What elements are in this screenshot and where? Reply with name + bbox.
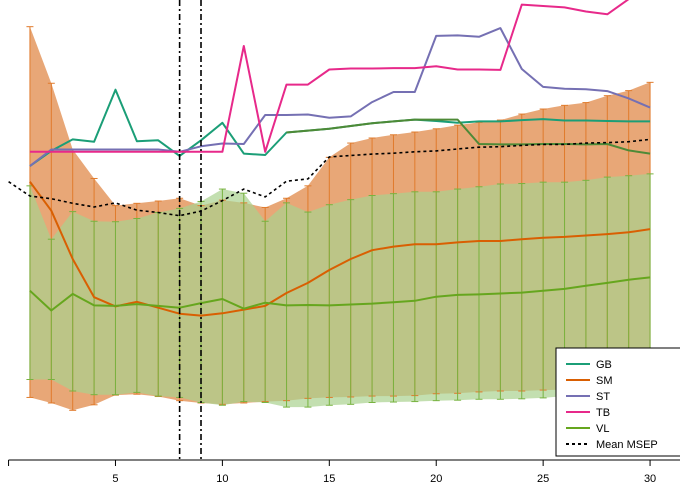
series-line-tb xyxy=(29,0,630,153)
error-bar-vl xyxy=(518,183,526,400)
x-tick-label: 30 xyxy=(644,473,656,485)
legend-entry: GB xyxy=(566,359,612,371)
x-tick-label: 10 xyxy=(216,473,228,485)
error-bar-vl xyxy=(111,221,119,396)
series-line-st xyxy=(29,27,651,167)
legend: GB SM ST TB VL Mean MSEP xyxy=(555,347,680,457)
selected-component-lines xyxy=(178,0,202,460)
error-bar-vl xyxy=(218,188,226,406)
legend-entry: TB xyxy=(566,407,610,419)
legend-label: SM xyxy=(596,375,613,387)
legend-entry: Mean MSEP xyxy=(566,439,658,451)
legend-entry: SM xyxy=(566,375,613,387)
series-line-vl xyxy=(29,276,651,312)
error-bar-vl xyxy=(347,199,355,405)
error-bar-vl xyxy=(475,186,483,400)
legend-box xyxy=(555,347,680,457)
error-bar-vl xyxy=(304,211,312,408)
error-bar-vl xyxy=(496,183,504,400)
legend-label: GB xyxy=(596,359,612,371)
error-bar-vl xyxy=(411,191,419,403)
error-bar-vl xyxy=(69,211,77,392)
error-bar-vl xyxy=(240,192,248,403)
legend-entry: ST xyxy=(566,391,610,403)
series-line-vl xyxy=(286,118,651,155)
legend-label: VL xyxy=(596,423,609,435)
error-bar-vl xyxy=(133,218,141,393)
x-tick-label: 25 xyxy=(537,473,549,485)
error-bar-vl xyxy=(261,220,269,403)
error-bar-vl xyxy=(368,195,376,403)
series-line-sm xyxy=(29,181,651,317)
error-bar-vl xyxy=(90,220,98,396)
legend-label: TB xyxy=(596,407,610,419)
x-tick-label: 15 xyxy=(323,473,335,485)
error-bar-vl xyxy=(389,193,397,403)
legend-entry: VL xyxy=(566,423,609,435)
series-line-mean-msep xyxy=(8,138,651,217)
x-tick-label: 5 xyxy=(112,473,118,485)
band-vl xyxy=(29,173,651,408)
x-tick-label: 20 xyxy=(430,473,442,485)
series-line-layer xyxy=(8,0,651,317)
legend-label: ST xyxy=(596,391,610,403)
legend-label: Mean MSEP xyxy=(596,439,658,451)
x-axis: 5 10 15 20 25 30 xyxy=(8,459,680,485)
